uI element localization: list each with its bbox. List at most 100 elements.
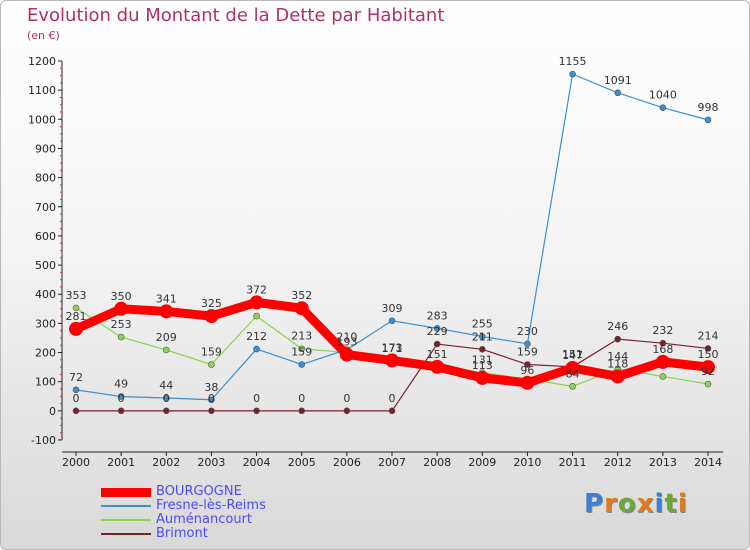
- data-label: 159: [517, 345, 538, 358]
- data-label: 159: [201, 345, 222, 358]
- data-point: [339, 347, 354, 362]
- legend-label: Auménancourt: [156, 512, 253, 527]
- x-tick-label: 2007: [378, 456, 406, 469]
- data-label: 118: [607, 357, 628, 370]
- legend-swatch: [101, 519, 151, 521]
- legend-label: BOURGOGNE: [156, 484, 242, 499]
- y-tick-label: 0: [49, 405, 56, 418]
- x-tick-label: 2012: [604, 456, 632, 469]
- data-point: [659, 339, 667, 347]
- data-point: [388, 317, 396, 325]
- data-point: [524, 361, 531, 368]
- data-label: 214: [698, 329, 719, 342]
- data-label: 96: [520, 364, 534, 377]
- data-label: 113: [472, 359, 493, 372]
- y-tick-label: 800: [35, 172, 56, 185]
- data-point: [524, 340, 531, 348]
- logo-letter: t: [664, 489, 678, 519]
- x-tick-label: 2014: [694, 456, 722, 469]
- legend-label: Brimont: [156, 526, 208, 541]
- data-point: [117, 407, 125, 415]
- data-label: 0: [73, 392, 80, 405]
- data-label: 253: [111, 318, 132, 331]
- legend-swatch: [101, 533, 151, 535]
- data-point: [704, 380, 712, 388]
- data-point: [253, 407, 260, 415]
- data-label: 0: [208, 392, 215, 405]
- proxiti-logo: Proxiti: [584, 489, 688, 519]
- data-label: 1040: [649, 89, 677, 102]
- x-tick-label: 2002: [152, 456, 180, 469]
- data-point: [208, 396, 215, 404]
- logo-letter: i: [654, 489, 665, 519]
- y-tick-label: 300: [35, 317, 56, 330]
- data-point: [253, 345, 260, 353]
- x-tick-label: 2011: [559, 456, 587, 469]
- data-label: 49: [114, 378, 128, 391]
- y-tick-label: 100: [35, 376, 56, 389]
- data-label: 171: [382, 342, 403, 355]
- data-label: 325: [201, 297, 222, 310]
- data-point: [565, 360, 580, 375]
- data-point: [433, 325, 441, 332]
- logo-letter: P: [584, 489, 605, 519]
- data-label: 229: [427, 325, 448, 338]
- data-label: 173: [382, 341, 403, 354]
- data-label: 230: [517, 325, 538, 338]
- x-tick-label: 2009: [468, 456, 496, 469]
- chart-title: Evolution du Montant de la Dette par Hab…: [27, 5, 445, 26]
- data-label: 38: [204, 381, 218, 394]
- data-point: [385, 353, 399, 368]
- x-tick-label: 2005: [288, 456, 316, 469]
- y-tick-label: 500: [35, 259, 56, 272]
- data-label: 84: [566, 367, 580, 380]
- data-point: [162, 394, 170, 402]
- data-point: [610, 369, 625, 384]
- data-label: 246: [607, 320, 628, 333]
- x-tick-label: 2010: [513, 456, 541, 469]
- data-point: [704, 345, 712, 352]
- data-label: 0: [298, 392, 305, 405]
- data-label: 232: [652, 324, 673, 337]
- data-label: 44: [159, 379, 173, 392]
- data-point: [298, 361, 306, 368]
- data-label: 92: [701, 365, 715, 378]
- data-label: 168: [652, 343, 673, 356]
- chart-subtitle: (en €): [27, 29, 60, 42]
- y-tick-label: 200: [35, 347, 56, 360]
- data-point: [655, 354, 670, 369]
- data-label: 144: [607, 350, 628, 363]
- data-label: 0: [118, 392, 125, 405]
- y-tick-label: 400: [35, 288, 56, 301]
- data-label: 255: [472, 318, 493, 331]
- logo-letter: o: [617, 489, 637, 519]
- data-point: [569, 383, 576, 390]
- data-point: [162, 346, 170, 354]
- data-label: 0: [253, 392, 260, 405]
- data-label: 150: [698, 348, 719, 361]
- data-point: [659, 104, 667, 111]
- data-point: [72, 304, 80, 312]
- y-tick-label: 900: [35, 142, 56, 155]
- data-point: [298, 345, 306, 353]
- data-point: [614, 89, 622, 97]
- data-label: 309: [382, 302, 403, 315]
- data-point: [478, 333, 486, 340]
- data-label: 212: [246, 330, 267, 343]
- y-tick-label: 1100: [28, 84, 56, 97]
- data-point: [294, 301, 309, 316]
- data-label: 147: [562, 349, 583, 362]
- data-label: 151: [427, 348, 448, 361]
- data-point: [72, 386, 80, 394]
- data-label: 0: [389, 392, 396, 405]
- data-point: [343, 407, 351, 415]
- y-tick-label: -100: [31, 434, 56, 447]
- data-point: [208, 361, 215, 368]
- data-point: [159, 304, 174, 319]
- logo-letter: i: [677, 489, 688, 519]
- data-point: [298, 407, 306, 415]
- x-tick-label: 2001: [107, 456, 135, 469]
- legend-swatch: [101, 505, 151, 507]
